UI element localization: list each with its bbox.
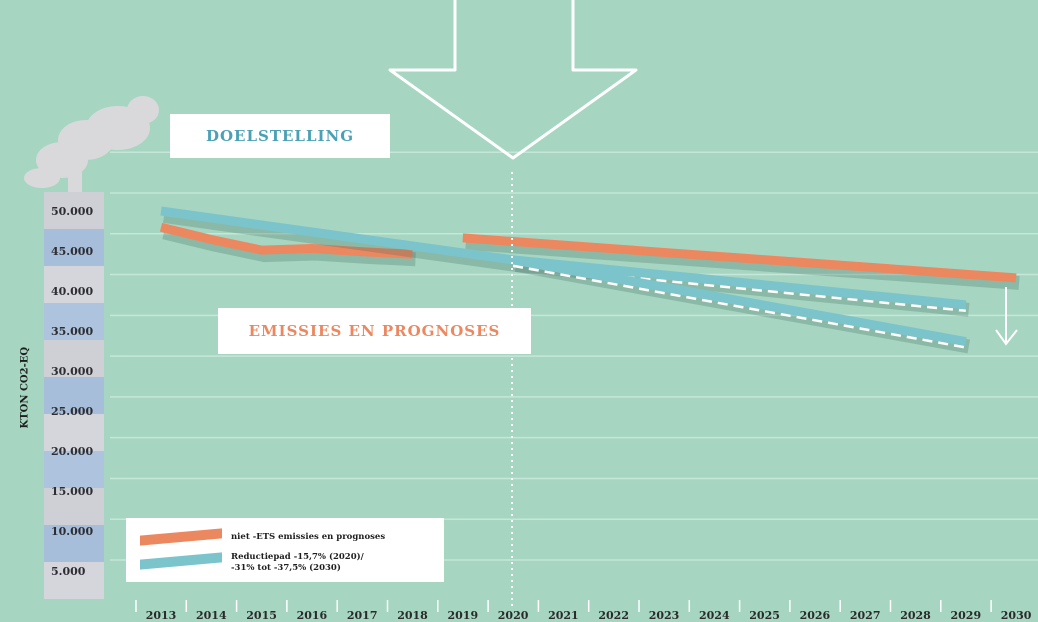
y-tick-label: 45.000: [45, 232, 103, 270]
x-tick-label: 2018: [388, 609, 438, 622]
y-tick-label: 50.000: [45, 192, 103, 230]
target-arrow-icon: [390, 0, 636, 158]
x-tick-label: 2027: [840, 609, 890, 622]
legend-label: Reductiepad -15,7% (2020)/ -31% tot -37,…: [231, 552, 441, 574]
legend-swatch: [140, 528, 222, 545]
legend: niet -ETS emissies en prognoses Reductie…: [126, 518, 444, 582]
target-label: DOELSTELLING: [170, 114, 390, 158]
x-tick-label: 2023: [639, 609, 689, 622]
x-tick-label: 2025: [740, 609, 790, 622]
emissions-label: EMISSIES EN PROGNOSES: [218, 308, 531, 354]
y-tick-label: 10.000: [45, 512, 103, 550]
y-tick-label: 25.000: [45, 392, 103, 430]
y-tick-label: 30.000: [45, 352, 103, 390]
x-tick-label: 2030: [991, 609, 1038, 622]
x-tick-label: 2014: [186, 609, 236, 622]
y-tick-label: 20.000: [45, 432, 103, 470]
y-tick-label: 35.000: [45, 312, 103, 350]
x-tick-label: 2015: [237, 609, 287, 622]
y-tick-label: 40.000: [45, 272, 103, 310]
x-tick-label: 2016: [287, 609, 337, 622]
x-tick-label: 2026: [790, 609, 840, 622]
y-tick-label: 5.000: [45, 552, 103, 590]
y-axis-label: KTON CO2-EQ: [20, 359, 31, 429]
x-tick-label: 2020: [488, 609, 538, 622]
y-tick-label: 15.000: [45, 472, 103, 510]
gridlines: [110, 152, 1038, 560]
x-tick-label: 2022: [589, 609, 639, 622]
x-tick-label: 2019: [438, 609, 488, 622]
x-tick-label: 2017: [337, 609, 387, 622]
x-tick-label: 2013: [136, 609, 186, 622]
x-tick-label: 2028: [891, 609, 941, 622]
x-tick-label: 2029: [941, 609, 991, 622]
legend-label: niet -ETS emissies en prognoses: [231, 532, 441, 543]
x-tick-label: 2021: [538, 609, 588, 622]
x-tick-label: 2024: [689, 609, 739, 622]
legend-swatch: [140, 552, 222, 569]
factory-smoke-icon: [24, 96, 159, 200]
